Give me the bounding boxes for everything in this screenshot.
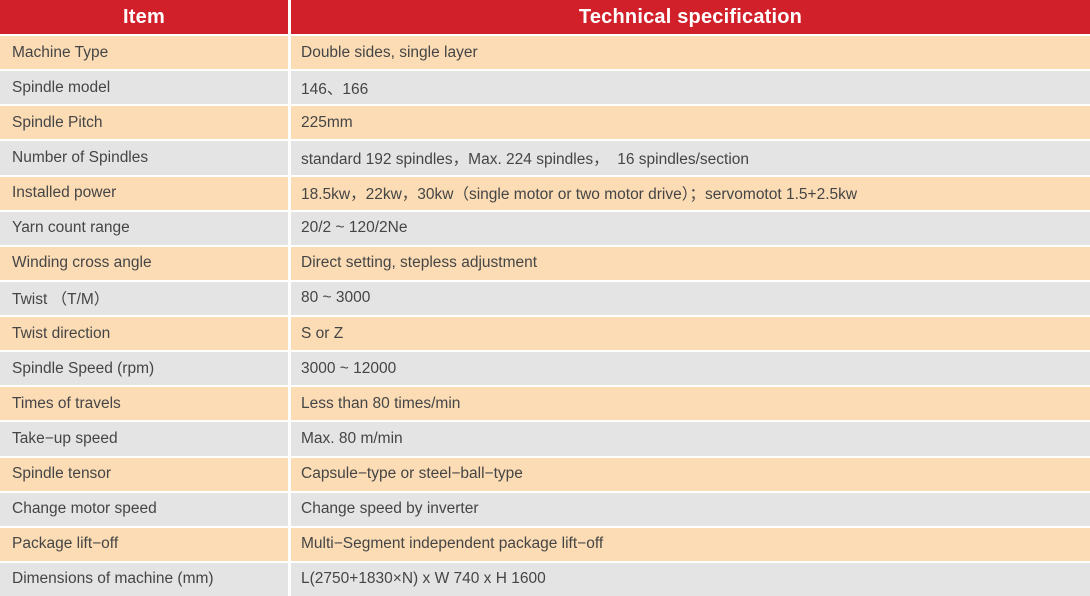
table-row: Take−up speed Max. 80 m/min <box>0 420 1090 456</box>
table-row: Spindle model 146、166 <box>0 69 1090 105</box>
spec-cell: 18.5kw，22kw，30kw（single motor or two mot… <box>291 174 1090 210</box>
item-cell: Number of Spindles <box>0 139 291 175</box>
table-row: Dimensions of machine (mm) L(2750+1830×N… <box>0 560 1090 596</box>
spec-cell: 146、166 <box>291 69 1090 105</box>
item-cell: Spindle model <box>0 69 291 105</box>
item-cell: Twist direction <box>0 315 291 351</box>
spec-cell: 225mm <box>291 104 1090 140</box>
spec-cell: Multi−Segment independent package lift−o… <box>291 525 1090 561</box>
table-row: Yarn count range 20/2 ~ 120/2Ne <box>0 209 1090 245</box>
spec-cell: 20/2 ~ 120/2Ne <box>291 209 1090 245</box>
header-item: Item <box>0 0 291 34</box>
header-spec: Technical specification <box>291 0 1090 34</box>
item-cell: Yarn count range <box>0 209 291 245</box>
item-cell: Spindle tensor <box>0 455 291 491</box>
table-row: Winding cross angle Direct setting, step… <box>0 244 1090 280</box>
item-cell: Package lift−off <box>0 525 291 561</box>
spec-cell: Max. 80 m/min <box>291 420 1090 456</box>
spec-cell: Less than 80 times/min <box>291 385 1090 421</box>
item-cell: Installed power <box>0 174 291 210</box>
spec-cell: S or Z <box>291 315 1090 351</box>
item-cell: Machine Type <box>0 34 291 70</box>
item-cell: Twist （T/M） <box>0 279 291 315</box>
spec-cell: Change speed by inverter <box>291 490 1090 526</box>
item-cell: Winding cross angle <box>0 244 291 280</box>
table-row: Spindle tensor Capsule−type or steel−bal… <box>0 455 1090 491</box>
table-row: Installed power 18.5kw，22kw，30kw（single … <box>0 174 1090 210</box>
table-row: Package lift−off Multi−Segment independe… <box>0 525 1090 561</box>
spec-cell: Double sides, single layer <box>291 34 1090 70</box>
table-row: Spindle Speed (rpm) 3000 ~ 12000 <box>0 350 1090 386</box>
item-cell: Change motor speed <box>0 490 291 526</box>
table-row: Spindle Pitch 225mm <box>0 104 1090 140</box>
spec-cell: 3000 ~ 12000 <box>291 350 1090 386</box>
table-header-row: Item Technical specification <box>0 0 1090 34</box>
item-cell: Dimensions of machine (mm) <box>0 560 291 596</box>
item-cell: Spindle Speed (rpm) <box>0 350 291 386</box>
table-row: Number of Spindles standard 192 spindles… <box>0 139 1090 175</box>
item-cell: Times of travels <box>0 385 291 421</box>
spec-cell: standard 192 spindles，Max. 224 spindles，… <box>291 139 1090 175</box>
table-row: Change motor speed Change speed by inver… <box>0 490 1090 526</box>
table-row: Twist direction S or Z <box>0 315 1090 351</box>
spec-cell: Direct setting, stepless adjustment <box>291 244 1090 280</box>
table-row: Times of travels Less than 80 times/min <box>0 385 1090 421</box>
table-row: Machine Type Double sides, single layer <box>0 34 1090 70</box>
item-cell: Spindle Pitch <box>0 104 291 140</box>
spec-cell: Capsule−type or steel−ball−type <box>291 455 1090 491</box>
table-row: Twist （T/M） 80 ~ 3000 <box>0 279 1090 315</box>
spec-cell: 80 ~ 3000 <box>291 279 1090 315</box>
item-cell: Take−up speed <box>0 420 291 456</box>
spec-cell: L(2750+1830×N) x W 740 x H 1600 <box>291 560 1090 596</box>
